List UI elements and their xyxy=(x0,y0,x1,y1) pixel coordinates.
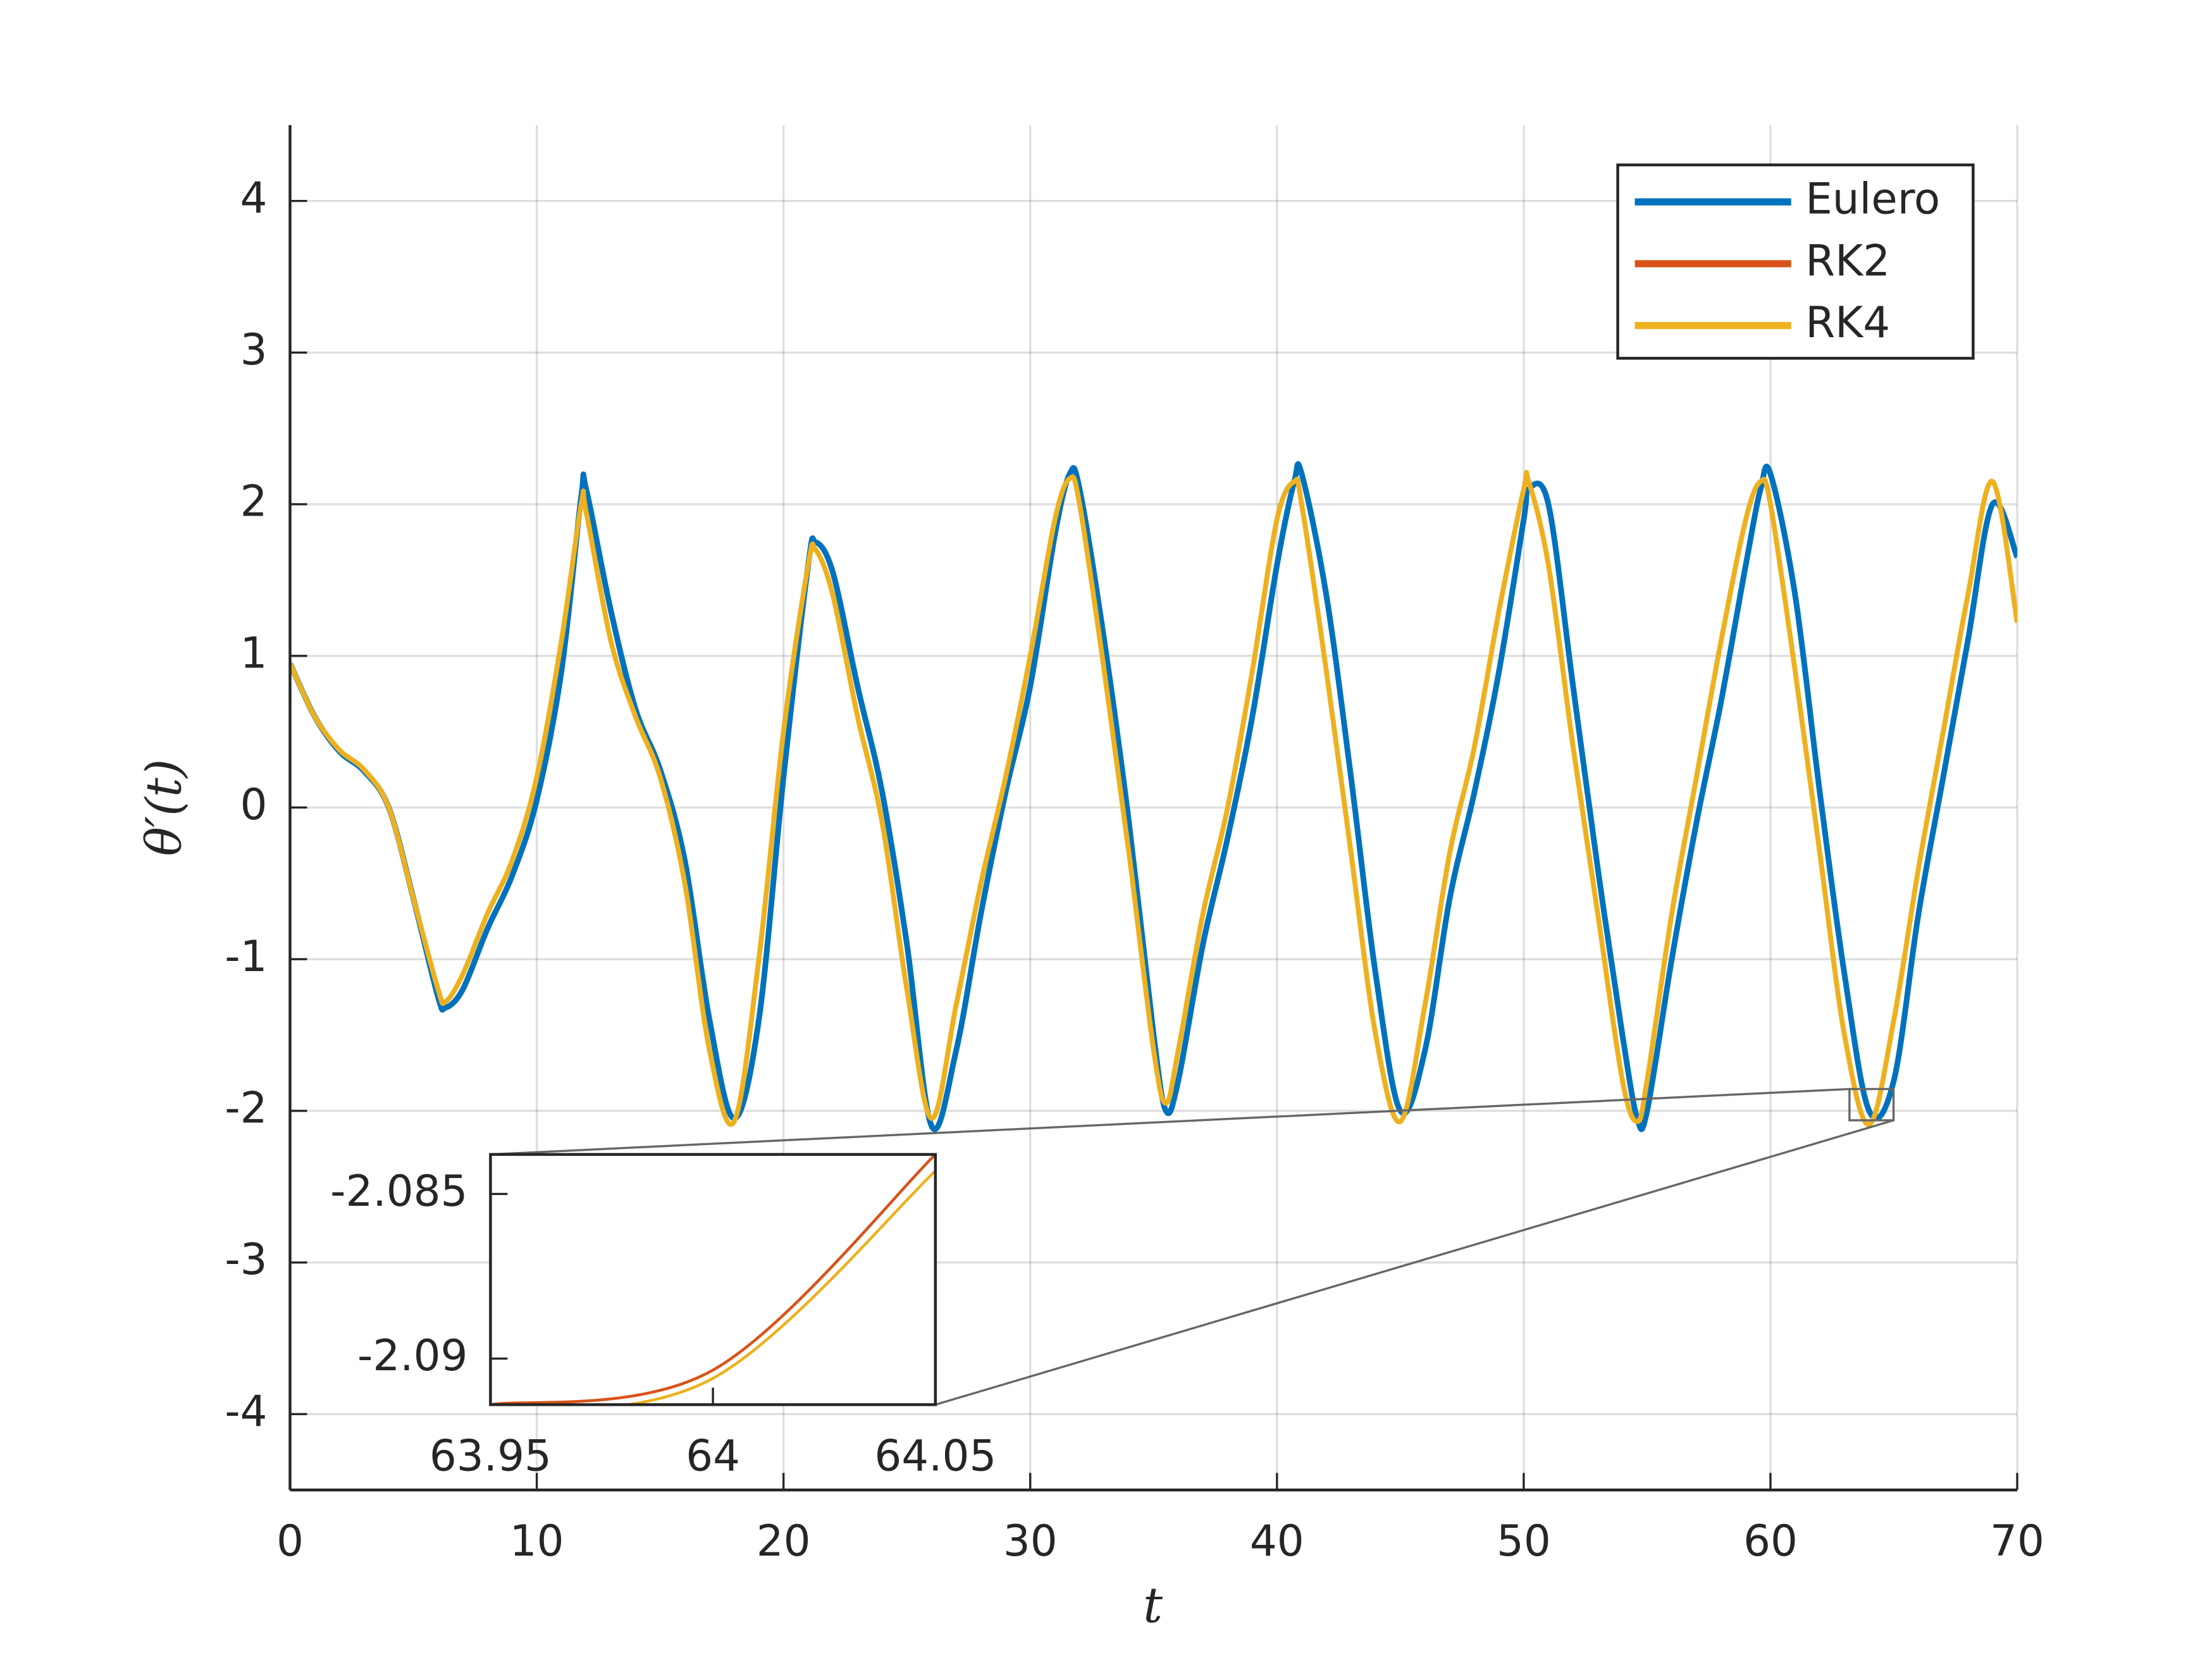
x-tick-label: 60 xyxy=(1743,1516,1798,1566)
x-tick-label: 10 xyxy=(510,1516,564,1566)
y-axis-label: θ′(t) xyxy=(136,759,192,857)
x-axis-label: t xyxy=(1143,1578,1163,1634)
x-tick-label: 64 xyxy=(686,1430,740,1480)
x-tick-label: 50 xyxy=(1497,1516,1551,1566)
y-tick-label: 3 xyxy=(240,325,268,375)
legend-label: Eulero xyxy=(1805,174,1940,224)
y-tick-label: -2.085 xyxy=(330,1166,467,1216)
x-tick-label: 63.95 xyxy=(429,1430,552,1480)
y-tick-label: -2.09 xyxy=(357,1330,467,1380)
inset-frame xyxy=(489,1153,937,1406)
y-tick-label: -3 xyxy=(225,1234,267,1284)
y-tick-label: -2 xyxy=(225,1082,267,1132)
series-line xyxy=(290,461,2018,1132)
series-line xyxy=(619,1170,936,1405)
plot-area xyxy=(290,461,2018,1132)
legend-label: RK2 xyxy=(1805,235,1890,285)
plot-area xyxy=(490,1154,936,1405)
x-tick-label: 20 xyxy=(757,1516,811,1566)
zoom-connector xyxy=(490,1087,1850,1156)
zoom-box xyxy=(1848,1087,1895,1122)
series-line xyxy=(490,1154,936,1405)
inset-background xyxy=(490,1154,936,1405)
y-tick-label: 4 xyxy=(240,173,268,223)
zoom-connector xyxy=(935,1119,1894,1406)
y-tick-label: 2 xyxy=(240,476,268,526)
y-tick-label: 0 xyxy=(240,779,268,829)
x-tick-label: 0 xyxy=(276,1516,304,1566)
x-tick-label: 30 xyxy=(1003,1516,1058,1566)
x-tick-label: 64.05 xyxy=(874,1430,996,1480)
x-tick-label: 70 xyxy=(1990,1516,2044,1566)
y-tick-label: 1 xyxy=(240,628,268,678)
y-tick-label: -4 xyxy=(225,1386,267,1436)
legend-label: RK4 xyxy=(1805,297,1890,347)
y-tick-label: -1 xyxy=(225,931,267,981)
series-line xyxy=(290,469,2018,1127)
x-tick-label: 40 xyxy=(1250,1516,1304,1566)
